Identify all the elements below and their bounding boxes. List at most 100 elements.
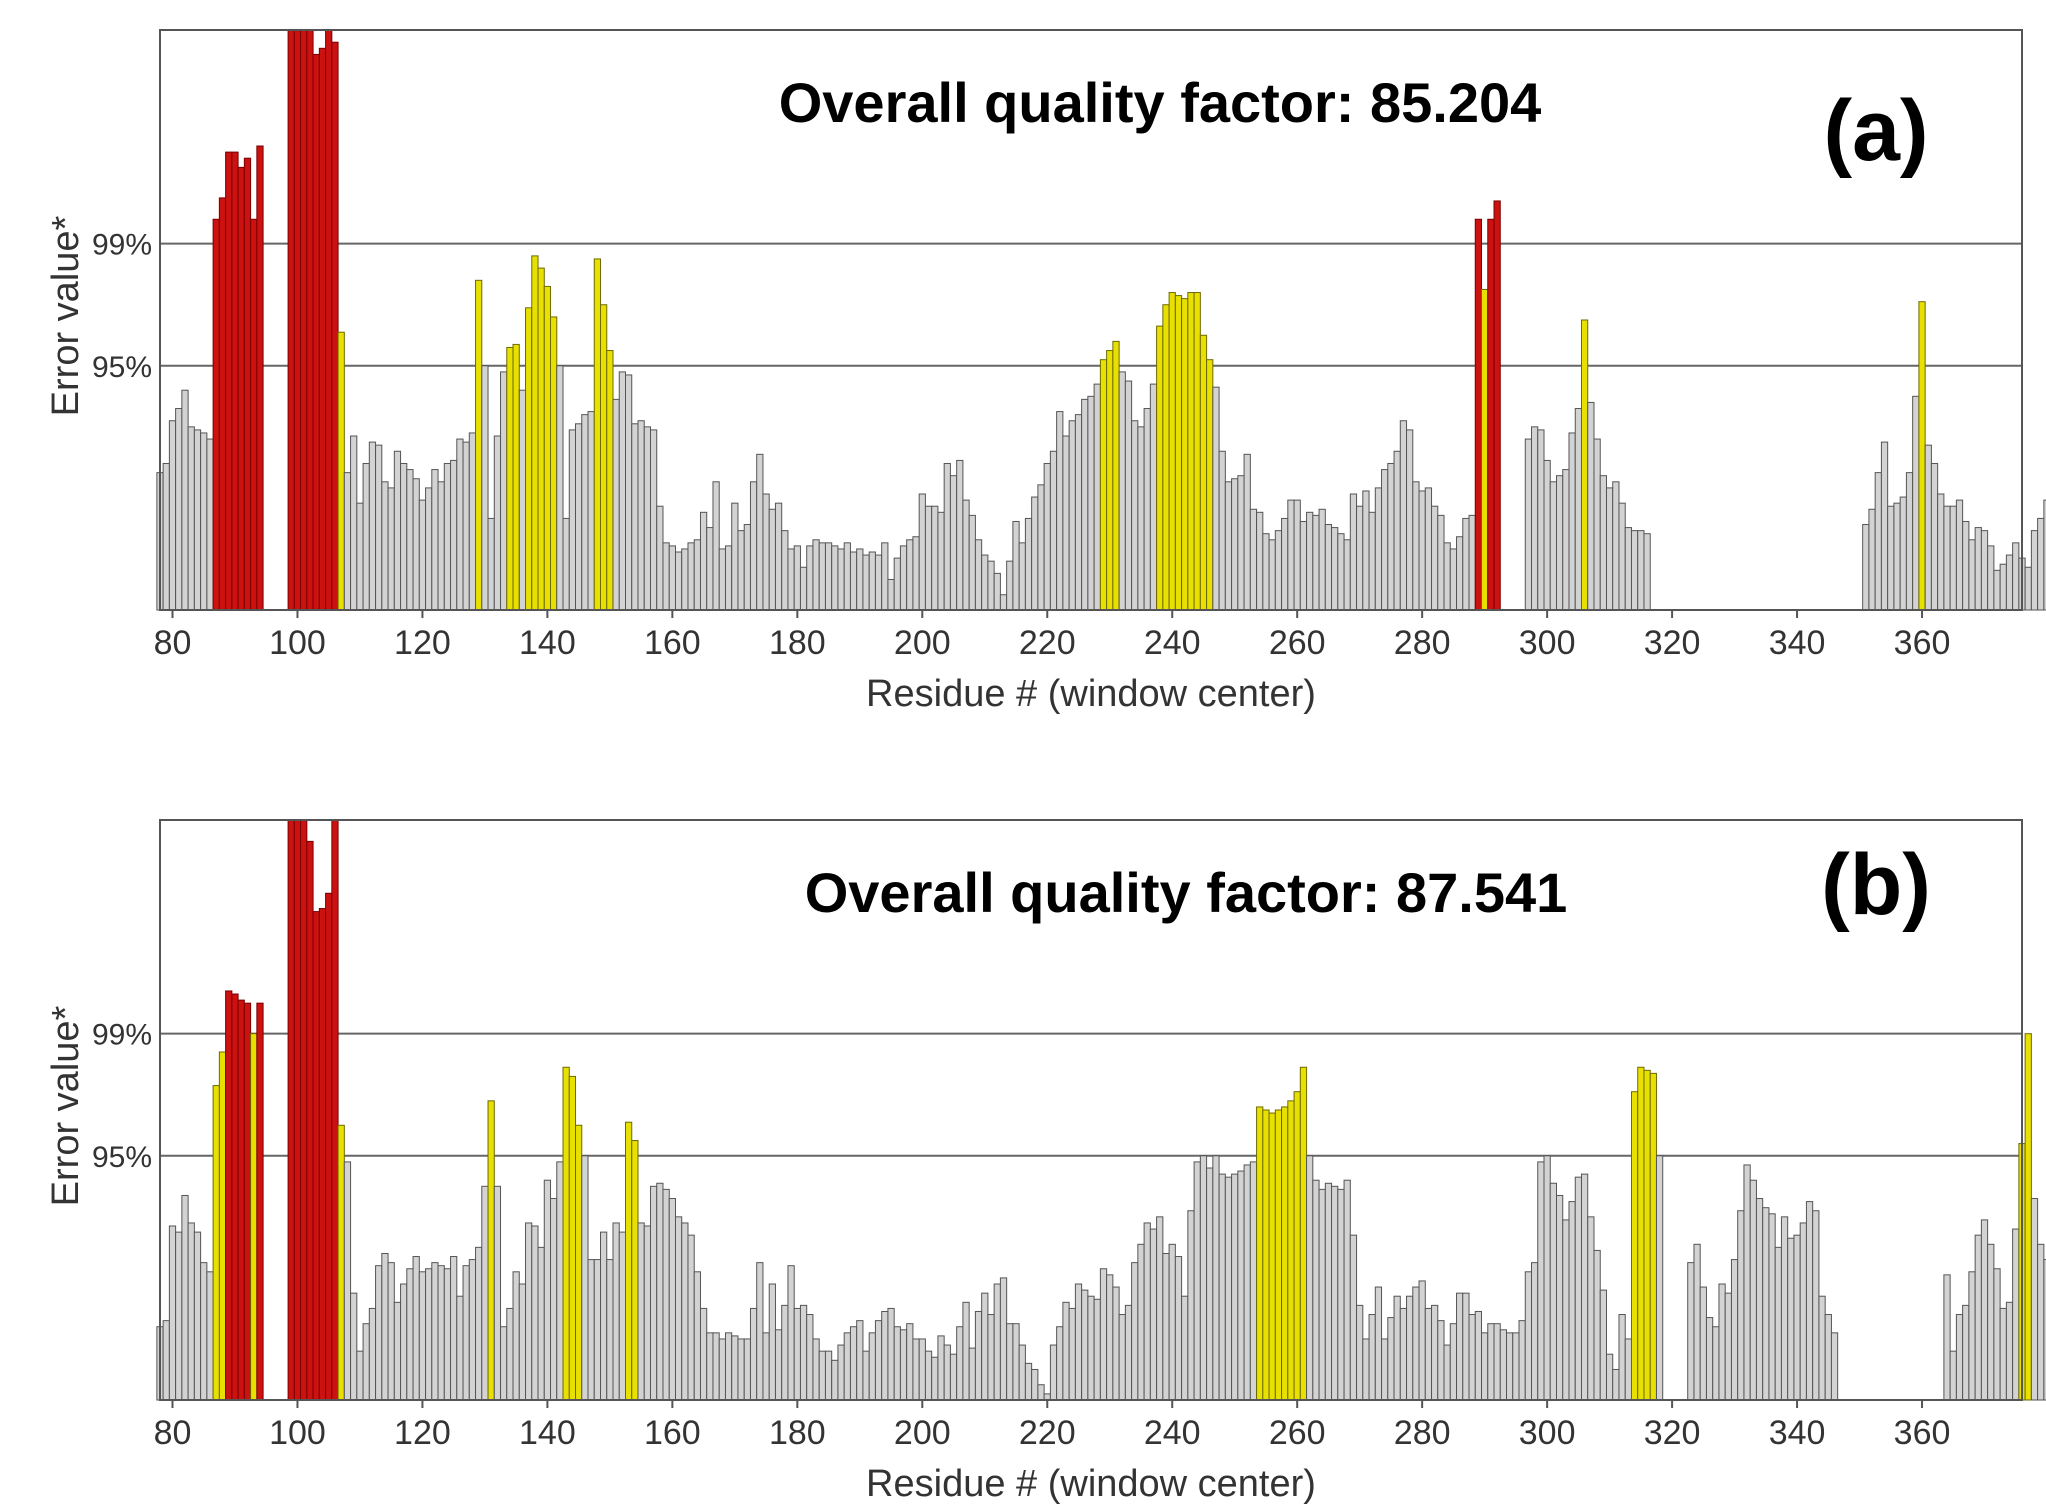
x-tick-label: 200	[894, 624, 951, 662]
bar-residue-133	[500, 1326, 508, 1401]
bar-residue-301	[1549, 1182, 1558, 1401]
bar-residue-137	[525, 307, 533, 611]
bar-residue-219	[1037, 484, 1045, 611]
bar-residue-157	[649, 1185, 658, 1401]
bar-residue-303	[1562, 1219, 1570, 1401]
bar-residue-308	[1593, 438, 1601, 611]
bar-residue-166	[706, 527, 714, 611]
bar-residue-314	[1630, 1091, 1639, 1401]
bar-residue-380	[2043, 1259, 2046, 1401]
chart-panel-a: 95% 99% 80 100 120 140 160 180 200 220 240 260 280 30…	[0, 0, 2046, 720]
bar-residue-214	[1006, 560, 1014, 611]
bar-residue-93	[250, 1033, 258, 1401]
bar-residue-123	[437, 481, 445, 611]
x-tick-label: 200	[894, 1414, 951, 1452]
bar-residue-210	[981, 554, 989, 611]
bar-residue-173	[749, 1307, 758, 1401]
bar-residue-248	[1218, 1173, 1226, 1401]
bar-residue-165	[699, 511, 708, 611]
bar-residue-254	[1256, 1106, 1264, 1401]
bar-residue-125	[450, 459, 458, 611]
bar-residue-152	[618, 1231, 626, 1401]
bar-residue-141	[550, 316, 558, 611]
bar-residue-239	[1162, 1252, 1170, 1401]
bar-residue-371	[1987, 1243, 1995, 1401]
bar-residue-255	[1262, 533, 1270, 611]
bar-residue-121	[425, 1268, 433, 1401]
bar-residue-224	[1068, 1307, 1076, 1401]
bar-residue-313	[1624, 527, 1632, 611]
bar-residue-216	[1018, 1344, 1026, 1401]
bar-residue-126	[456, 1295, 464, 1401]
x-tick-label: 180	[769, 624, 826, 662]
bar-residue-82	[181, 389, 189, 611]
bar-residue-370	[1980, 530, 1989, 611]
bar-residue-346	[1830, 1332, 1839, 1401]
bar-residue-213	[999, 594, 1008, 611]
bar-residue-80	[168, 420, 177, 611]
bar-residue-219	[1037, 1384, 1045, 1401]
bar-residue-91	[237, 999, 245, 1401]
bar-residue-230	[1106, 1274, 1114, 1401]
bar-residue-281	[1424, 487, 1433, 611]
bar-residue-198	[906, 539, 914, 611]
bar-residue-251	[1237, 475, 1245, 611]
bar-residue-138	[531, 1225, 539, 1401]
bar-residue-127	[462, 1265, 470, 1401]
bar-residue-144	[568, 429, 577, 611]
bar-residue-138	[531, 255, 539, 611]
bar-residue-243	[1187, 1210, 1195, 1401]
x-tick-label: 180	[769, 1414, 826, 1452]
bar-residue-298	[1531, 426, 1539, 611]
bar-residue-267	[1337, 533, 1345, 611]
bar-residue-140	[543, 1179, 552, 1401]
bar-residue-379	[2037, 1243, 2045, 1401]
bar-residue-89	[225, 151, 233, 611]
bar-residue-207	[962, 499, 970, 611]
bar-residue-317	[1649, 1072, 1657, 1401]
bar-residue-369	[1974, 527, 1982, 611]
bar-residue-284	[1443, 542, 1451, 611]
bar-residue-335	[1762, 1207, 1770, 1401]
bar-residue-158	[656, 1182, 664, 1401]
bar-residue-122	[431, 1262, 439, 1401]
bar-residue-133	[500, 371, 508, 611]
bar-residue-153	[625, 374, 633, 611]
bar-residue-377	[2024, 566, 2032, 611]
bar-residue-182	[806, 1314, 814, 1401]
bar-residue-271	[1362, 490, 1370, 611]
bar-residue-354	[1880, 441, 1889, 611]
bar-residue-161	[674, 551, 683, 611]
bar-residue-221	[1049, 450, 1058, 611]
bar-residue-160	[668, 545, 676, 611]
bar-residue-214	[1006, 1323, 1014, 1401]
bar-residue-260	[1293, 499, 1301, 611]
bar-residue-191	[862, 1350, 870, 1401]
bar-residue-267	[1337, 1188, 1345, 1401]
bar-residue-265	[1324, 524, 1333, 611]
bar-residue-252	[1243, 1164, 1251, 1401]
bar-residue-94	[256, 145, 264, 611]
bar-residue-353	[1874, 472, 1882, 611]
bar-residue-88	[218, 1051, 227, 1401]
bar-residue-380	[2043, 499, 2046, 611]
bar-residue-139	[537, 267, 545, 611]
bar-residue-302	[1556, 475, 1564, 611]
bar-residue-134	[506, 346, 514, 611]
bar-residue-311	[1612, 481, 1620, 611]
bar-residue-331	[1737, 1210, 1745, 1401]
bar-residue-364	[1943, 1274, 1951, 1401]
bar-residue-116	[393, 450, 402, 611]
bar-residue-135	[512, 1271, 520, 1401]
bar-residue-209	[974, 539, 983, 611]
bar-residue-213	[999, 1277, 1008, 1401]
bar-residue-116	[393, 1301, 402, 1401]
bar-residue-179	[787, 548, 795, 611]
bar-residue-211	[987, 560, 995, 611]
bar-residue-85	[200, 432, 208, 611]
bar-residue-128	[468, 1259, 477, 1401]
bar-residue-215	[1012, 1323, 1020, 1401]
bar-residue-129	[475, 1246, 483, 1401]
bar-residue-143	[562, 517, 570, 611]
